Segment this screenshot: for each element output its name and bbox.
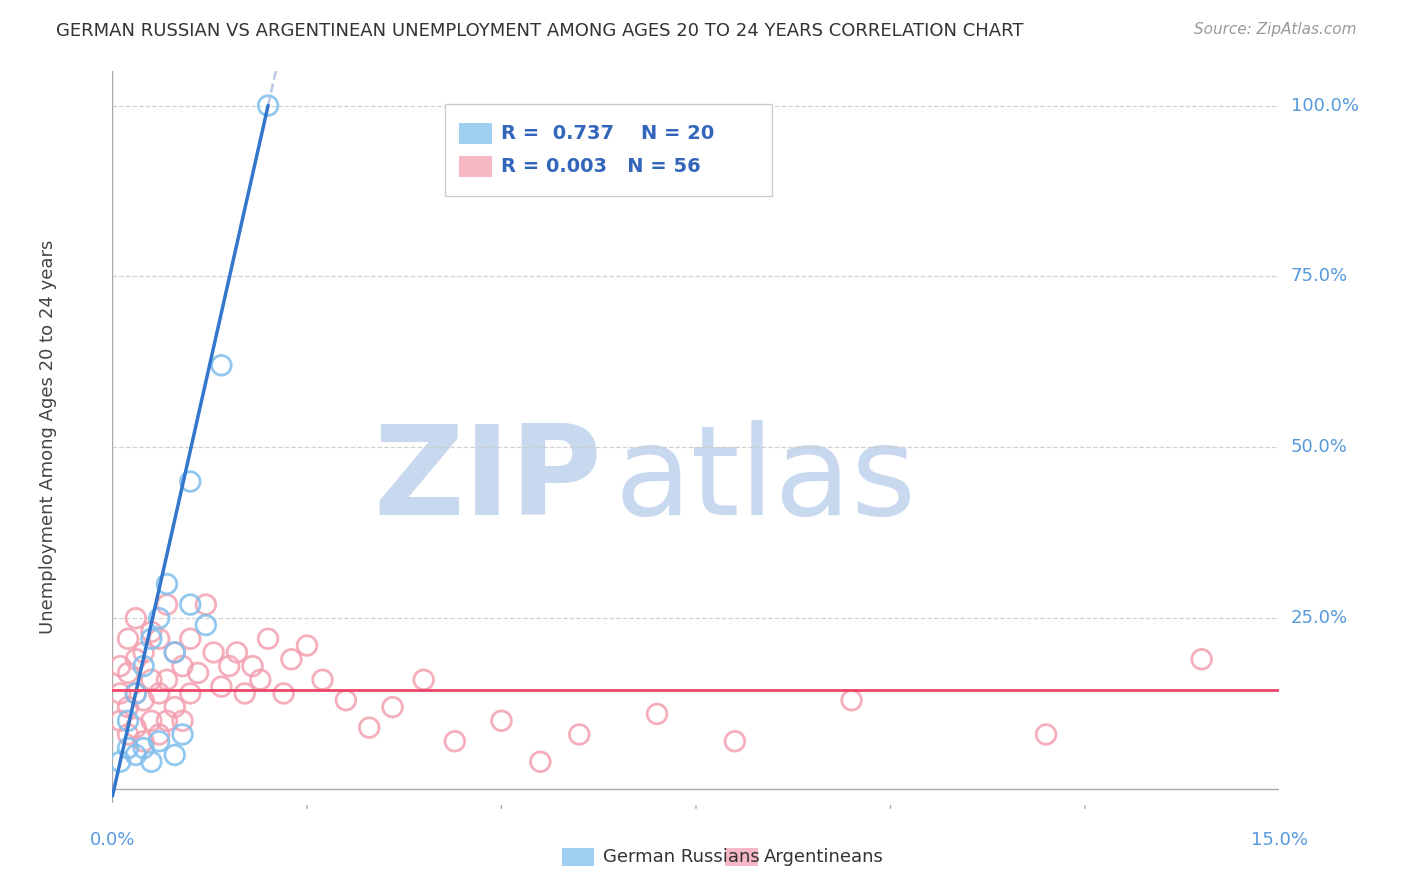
Text: German Russians: German Russians [603,848,759,866]
Point [226,645,249,659]
Point [645,706,668,721]
Point [125,747,148,762]
Text: GERMAN RUSSIAN VS ARGENTINEAN UNEMPLOYMENT AMONG AGES 20 TO 24 YEARS CORRELATION: GERMAN RUSSIAN VS ARGENTINEAN UNEMPLOYME… [56,22,1024,40]
Text: 0.0%: 0.0% [90,830,135,848]
Point [125,721,148,735]
Point [163,747,186,762]
Point [172,727,194,741]
Point [163,645,186,659]
Point [148,632,170,646]
Point [132,693,155,707]
Point [110,714,132,728]
Point [148,686,170,700]
Point [117,741,139,756]
Point [179,598,201,612]
Point [132,741,155,756]
Point [233,686,256,700]
Point [156,673,179,687]
Point [110,755,132,769]
Point [179,632,201,646]
Point [381,700,404,714]
Point [117,632,139,646]
Point [172,659,194,673]
Point [141,673,163,687]
Point [209,680,232,694]
Bar [562,848,595,866]
Text: ZIP: ZIP [374,420,603,541]
Point [257,632,280,646]
Point [335,693,357,707]
Point [110,659,132,673]
Point [295,639,318,653]
Point [156,598,179,612]
Point [163,645,186,659]
Point [242,659,264,673]
Point [568,727,591,741]
Point [148,727,170,741]
Point [172,714,194,728]
Point [257,98,280,112]
Point [148,734,170,748]
Point [132,659,155,673]
Point [1035,727,1057,741]
Point [311,673,333,687]
FancyBboxPatch shape [446,104,772,195]
Point [117,714,139,728]
Text: 50.0%: 50.0% [1291,438,1347,457]
Bar [725,848,758,866]
Point [117,700,139,714]
Bar [460,123,492,144]
Point [141,755,163,769]
Point [179,686,201,700]
Text: Source: ZipAtlas.com: Source: ZipAtlas.com [1194,22,1357,37]
Text: 100.0%: 100.0% [1291,96,1358,114]
Point [125,652,148,666]
Point [141,714,163,728]
Point [148,611,170,625]
Point [125,611,148,625]
Point [202,645,225,659]
Text: R = 0.003   N = 56: R = 0.003 N = 56 [501,157,700,176]
Point [125,686,148,700]
Text: 25.0%: 25.0% [1291,609,1348,627]
Point [491,714,513,728]
Point [841,693,863,707]
Point [529,755,551,769]
Point [141,624,163,639]
Point [249,673,271,687]
Point [1191,652,1213,666]
Point [218,659,240,673]
Point [724,734,747,748]
Point [412,673,434,687]
Point [194,618,217,632]
Text: 75.0%: 75.0% [1291,268,1348,285]
Point [194,598,217,612]
Point [273,686,295,700]
Point [156,577,179,591]
Point [443,734,465,748]
Point [156,714,179,728]
Bar [460,156,492,177]
Point [132,645,155,659]
Point [280,652,302,666]
Text: R =  0.737    N = 20: R = 0.737 N = 20 [501,124,714,143]
Point [110,686,132,700]
Text: Unemployment Among Ages 20 to 24 years: Unemployment Among Ages 20 to 24 years [39,240,58,634]
Point [117,727,139,741]
Point [179,475,201,489]
Point [141,632,163,646]
Point [117,665,139,680]
Text: atlas: atlas [614,420,917,541]
Point [187,665,209,680]
Point [163,700,186,714]
Point [125,686,148,700]
Text: 15.0%: 15.0% [1251,830,1308,848]
Point [209,359,232,373]
Point [132,734,155,748]
Point [359,721,381,735]
Text: Argentineans: Argentineans [763,848,883,866]
